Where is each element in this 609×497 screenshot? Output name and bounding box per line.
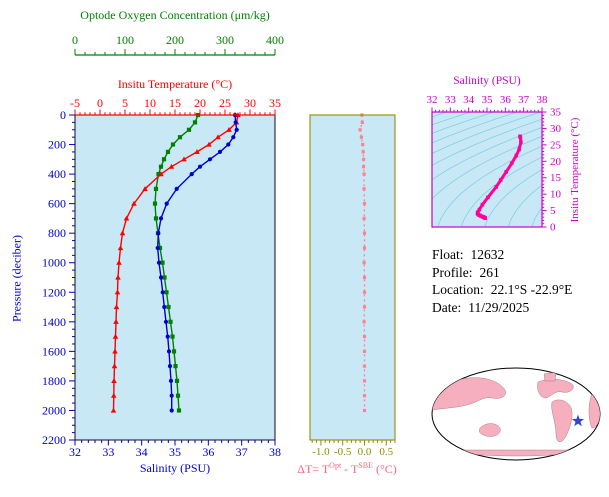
tick-label: 20 [550,156,562,168]
delta-plot-area [310,115,395,440]
tick-label: 30 [550,123,562,135]
temperature-axis-title: Insitu Temperature (°C) [117,77,233,91]
salinity-axis: 32 33 34 35 36 37 38 [69,440,281,459]
tick-label: 35 [269,96,281,110]
profile-value: 261 [479,264,500,280]
location-line: Location: 22.1°S -22.9°E [432,281,572,299]
delta-label-mid: - T [341,462,359,476]
delta-t-axis: -1.0 -0.5 0.0 0.5 [311,440,396,458]
ts-plot-area [432,112,542,227]
tick-label: 20 [194,96,206,110]
delta-label-main: ΔT= T [297,462,330,476]
salinity-axis-title: Salinity (PSU) [139,461,211,475]
delta-t-axis-title: ΔT= TOpt - TSBE (°C) [288,461,406,477]
oxygen-axis-title: Optode Oxygen Concentration (μm/kg) [80,8,270,22]
tick-label: 10 [144,96,156,110]
tick-label: 0 [60,108,66,122]
tick-label: 2200 [42,433,66,447]
tick-label: 800 [48,226,66,240]
location-label: Location: [432,282,484,298]
tick-label: 300 [216,33,234,47]
pressure-axis: 0 200 400 600 800 1000 1200 1400 1600 1800 2000 220… [42,108,75,447]
delta-plot-frame [309,114,396,441]
ts-salinity-axis-title: Salinity (PSU) [453,75,521,87]
tick-label: 35 [482,94,494,106]
tick-label: 38 [537,94,549,106]
tick-label: -5 [70,96,80,110]
tick-label: 34 [463,94,475,106]
tick-label: 0.0 [358,446,372,458]
tick-label: 1200 [42,285,66,299]
delta-label-end: (°C) [372,462,397,476]
tick-label: -0.5 [334,446,352,458]
tick-label: 200 [48,138,66,152]
tick-label: 15 [550,172,562,184]
profile-number-line: Profile: 261 [432,264,572,282]
ts-curve [475,134,523,220]
tick-label: 200 [166,33,184,47]
tick-label: 36 [500,94,512,106]
tick-label: 36 [202,445,214,459]
oxygen-axis: 0 100 200 300 400 [72,33,284,56]
tick-label: 15 [169,96,181,110]
tick-label: 34 [136,445,148,459]
tick-label: 5 [122,96,128,110]
tick-label: 1400 [42,315,66,329]
tick-label: 600 [48,197,66,211]
tick-label: 400 [48,167,66,181]
tick-label: 38 [269,445,281,459]
world-map [431,367,601,461]
temperature-axis: -5 0 5 10 15 20 25 30 35 [70,96,281,115]
tick-label: 30 [244,96,256,110]
tick-label: 1600 [42,344,66,358]
tick-label: 33 [102,445,114,459]
tick-label: 100 [116,33,134,47]
tick-label: 0.5 [379,446,393,458]
tick-label: 32 [427,94,438,106]
float-value: 12632 [470,247,505,262]
float-info: Float: 12632 Profile: 261 Location: 22.1°S … [432,246,572,316]
float-id-line: Float: 12632 [432,246,572,264]
tick-label: 0 [72,33,78,47]
tick-label: 0 [97,96,103,110]
date-label: Date: [432,299,462,315]
tick-label: 35 [550,107,562,119]
salinity-curve [155,112,239,413]
delta-label-sup-sbe: SBE [358,461,373,470]
pressure-axis-title: Pressure (deciber) [9,235,24,322]
tick-label: 0 [550,222,556,234]
tick-label: 35 [169,445,181,459]
profile-curves [110,112,241,413]
profile-label: Profile: [432,264,473,280]
tick-label: 25 [219,96,231,110]
ts-salinity-axis: 32 33 34 35 36 37 38 [427,94,549,112]
delta-label-sup-opt: Opt [329,461,342,470]
tick-label: 5 [550,205,556,217]
tick-label: 33 [445,94,457,106]
tick-label: -1.0 [312,446,330,458]
tick-label: 2000 [42,403,66,417]
main-plot-area [75,115,275,440]
tick-label: 37 [518,94,530,106]
ts-temperature-axis: 0 5 10 15 20 25 30 35 [542,107,562,234]
tick-label: 32 [69,445,81,459]
date-value: 11/29/2025 [468,299,530,315]
location-value: 22.1°S -22.9°E [490,282,573,298]
ts-temperature-axis-title: Insitu Temperature (°C) [569,117,581,223]
date-line: Date: 11/29/2025 [432,299,572,317]
tick-label: 10 [550,189,562,201]
tick-label: 1000 [42,256,66,270]
tick-label: 1800 [42,374,66,388]
tick-label: 400 [266,33,284,47]
float-label: Float: [432,247,464,262]
tick-label: 25 [550,139,562,151]
float-position-star [571,414,585,427]
tick-label: 37 [236,445,248,459]
